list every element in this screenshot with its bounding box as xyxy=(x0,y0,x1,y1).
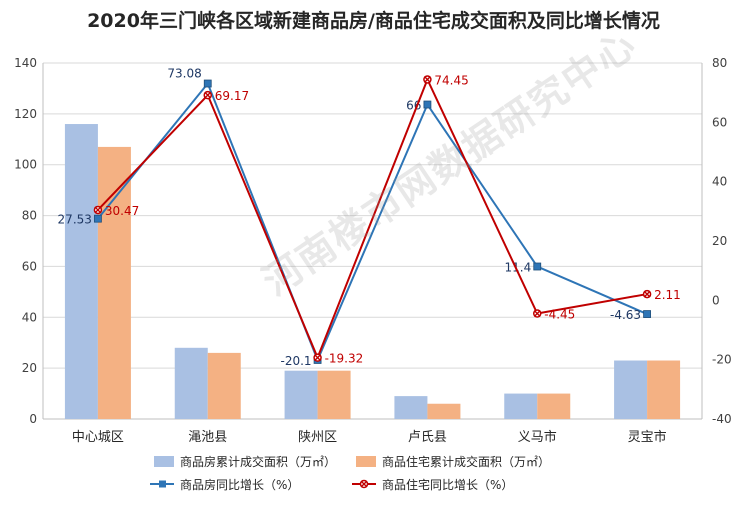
bar xyxy=(537,393,571,419)
bar xyxy=(394,396,428,419)
series-line xyxy=(97,81,648,363)
line-point-cross xyxy=(94,206,102,214)
left-axis-tick-label: 140 xyxy=(14,56,37,70)
data-label: 2.11 xyxy=(654,288,681,302)
right-axis-tick-label: -40 xyxy=(712,412,732,426)
line-point-cross xyxy=(314,354,322,362)
bar xyxy=(64,124,98,420)
bar xyxy=(97,146,131,419)
category-label: 中心城区 xyxy=(72,430,124,445)
bar xyxy=(504,393,538,419)
legend-label: 商品住宅同比增长（%） xyxy=(382,477,513,492)
right-axis-tick-label: 60 xyxy=(712,115,727,129)
data-label: -4.63 xyxy=(610,308,641,322)
legend-swatch xyxy=(356,456,376,467)
data-label: 74.45 xyxy=(434,73,468,87)
legend-label: 商品房同比增长（%） xyxy=(180,477,299,492)
data-label: -20.1 xyxy=(281,354,312,368)
line-point-marker xyxy=(643,310,651,318)
category-label: 灵宝市 xyxy=(628,429,667,445)
bar xyxy=(614,360,648,419)
right-axis-tick-label: 20 xyxy=(712,234,727,248)
line-point-marker xyxy=(533,262,542,271)
left-axis-tick-label: 0 xyxy=(29,412,37,426)
line-point-cross xyxy=(533,310,541,318)
legend-swatch xyxy=(154,456,174,467)
line-point-marker xyxy=(423,100,432,109)
bar xyxy=(647,360,681,419)
line-point-cross xyxy=(643,290,651,298)
category-label: 陕州区 xyxy=(298,430,337,445)
bar xyxy=(284,370,318,419)
category-label: 义马市 xyxy=(518,429,557,445)
left-axis-tick-label: 100 xyxy=(14,158,37,172)
left-axis-tick-label: 80 xyxy=(22,209,37,223)
right-axis-tick-label: 0 xyxy=(712,293,720,307)
category-label: 卢氏县 xyxy=(408,429,447,445)
data-label: 11.4 xyxy=(505,261,532,275)
data-label: 30.47 xyxy=(105,204,139,218)
left-axis-tick-label: 40 xyxy=(22,310,37,324)
right-axis-tick-label: 80 xyxy=(712,56,727,70)
right-axis-tick-label: 40 xyxy=(712,175,727,189)
legend-label: 商品房累计成交面积（万㎡） xyxy=(180,454,336,469)
category-label: 渑池县 xyxy=(188,430,227,445)
data-label: 27.53 xyxy=(58,213,92,227)
series-line xyxy=(97,76,648,361)
line-point-cross xyxy=(423,75,431,83)
bar xyxy=(427,403,461,419)
bar xyxy=(207,352,241,419)
legend-marker xyxy=(159,480,166,488)
left-axis-tick-label: 60 xyxy=(22,259,37,273)
data-label: -4.45 xyxy=(544,308,575,322)
data-label: 69.17 xyxy=(215,89,249,103)
line-point-marker xyxy=(203,79,212,88)
bar xyxy=(174,347,208,419)
left-axis-tick-label: 120 xyxy=(14,107,37,121)
data-label: -19.32 xyxy=(325,352,364,366)
line-point-cross xyxy=(204,91,212,99)
legend-marker-cross xyxy=(360,480,368,488)
right-axis-tick-label: -20 xyxy=(712,353,732,367)
bar xyxy=(317,370,351,419)
data-label: 73.08 xyxy=(167,67,201,81)
legend-label: 商品住宅累计成交面积（万㎡） xyxy=(382,454,550,469)
chart-title: 2020年三门峡各区域新建商品房/商品住宅成交面积及同比增长情况 xyxy=(87,10,660,32)
left-axis-tick-label: 20 xyxy=(22,361,37,375)
line-point-marker xyxy=(94,214,102,223)
